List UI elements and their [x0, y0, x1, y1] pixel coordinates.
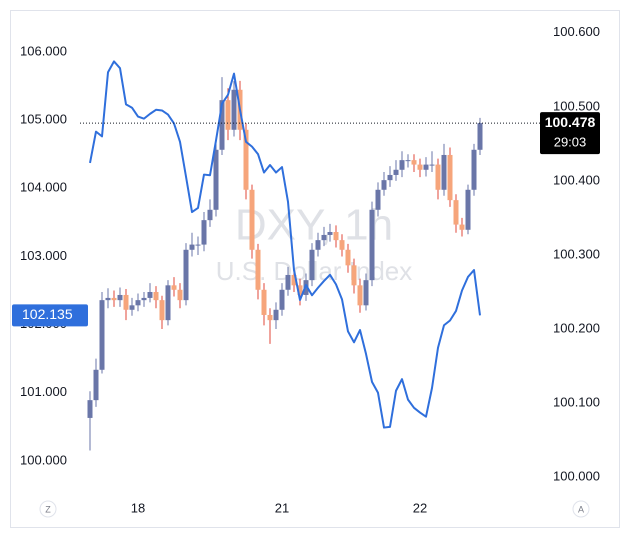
y-tick-label: 105.000 [20, 111, 67, 126]
candle-body [285, 274, 291, 290]
candle-body [459, 224, 465, 230]
candle-body [465, 189, 471, 230]
candle-body [177, 289, 183, 301]
candle-body [141, 297, 147, 301]
candle-body [279, 289, 285, 310]
candle-body [405, 160, 411, 162]
candle-body [315, 240, 321, 250]
candle-body [321, 234, 327, 241]
candle-body [453, 200, 459, 225]
candle-body [165, 285, 171, 321]
candle-body [225, 100, 231, 130]
candle-body [441, 154, 447, 190]
line-last-label: 102.135 [22, 306, 73, 322]
candle-body [393, 169, 399, 175]
y2-tick-label: 100.000 [553, 469, 600, 484]
y2-tick-label: 100.100 [553, 395, 600, 410]
candle-body [117, 294, 123, 301]
candle-body [423, 164, 429, 170]
candle-body [429, 164, 435, 166]
candle-body [219, 100, 225, 150]
y-tick-label: 104.000 [20, 180, 67, 195]
candle-body [273, 309, 279, 321]
candle-body [183, 249, 189, 301]
scale-button[interactable] [572, 500, 590, 518]
candle-body [435, 164, 441, 190]
candle-body [471, 149, 477, 190]
candle-body [261, 289, 267, 315]
y-tick-label: 106.000 [20, 43, 67, 58]
candle-body [207, 209, 213, 221]
y2-tick-label: 100.400 [553, 172, 600, 187]
candle-body [327, 232, 333, 235]
candle-body [87, 400, 93, 418]
candle-body [105, 297, 111, 301]
countdown: 29:03 [554, 135, 587, 150]
y2-tick-label: 100.500 [553, 98, 600, 113]
candle-body [171, 285, 177, 290]
candle-body [201, 220, 207, 245]
watermark-title: DXY, 1h [235, 201, 393, 250]
candle-body [111, 297, 117, 301]
candle-body [99, 300, 105, 370]
scale-button-label[interactable]: A [578, 504, 584, 514]
candle-body [333, 232, 339, 241]
candle-body [135, 300, 141, 306]
last-price-box [540, 112, 600, 155]
candle-body [231, 89, 237, 130]
candle-body [255, 249, 261, 290]
y-tick-label: 100.000 [20, 452, 67, 467]
candle-body [369, 209, 375, 281]
candle-body [147, 292, 153, 298]
candle-body [93, 369, 99, 401]
last-price-label: 100.478 [545, 114, 596, 130]
line-last-box [12, 304, 88, 327]
candle-body [411, 160, 417, 165]
candle-body [291, 274, 297, 286]
candle-body [381, 180, 387, 190]
candle-body [267, 314, 273, 321]
candle-body [159, 300, 165, 321]
candle-body [213, 149, 219, 210]
candle-body [363, 280, 369, 306]
candle-body [387, 174, 393, 181]
candle-body [339, 240, 345, 250]
y-tick-label: 101.000 [20, 384, 67, 399]
x-tick-label: 18 [131, 500, 145, 515]
candle-body [357, 285, 363, 306]
candle-body [447, 154, 453, 201]
y2-tick-label: 100.600 [553, 24, 600, 39]
x-tick-label: 22 [413, 500, 427, 515]
x-tick-label: 21 [275, 500, 289, 515]
scale-button-label[interactable]: Z [45, 504, 51, 514]
y2-tick-label: 100.300 [553, 246, 600, 261]
candle-body [243, 129, 249, 190]
candle-body [153, 292, 159, 301]
candle-body [309, 249, 315, 281]
candle-body [249, 189, 255, 250]
candle-body [345, 249, 351, 266]
y2-tick-label: 100.200 [553, 320, 600, 335]
candle-body [297, 285, 303, 295]
candle-body [129, 305, 135, 310]
candle-body [399, 160, 405, 170]
candle-body [477, 123, 483, 150]
candle-body [417, 164, 423, 170]
candle-body [375, 189, 381, 210]
chart-frame [10, 10, 620, 528]
y-tick-label: 103.000 [20, 248, 67, 263]
line-series [89, 60, 481, 429]
candle-body [351, 265, 357, 286]
candle-body [195, 244, 201, 246]
candle-body [189, 244, 195, 250]
scale-button[interactable] [39, 500, 57, 518]
candle-body [123, 294, 129, 310]
